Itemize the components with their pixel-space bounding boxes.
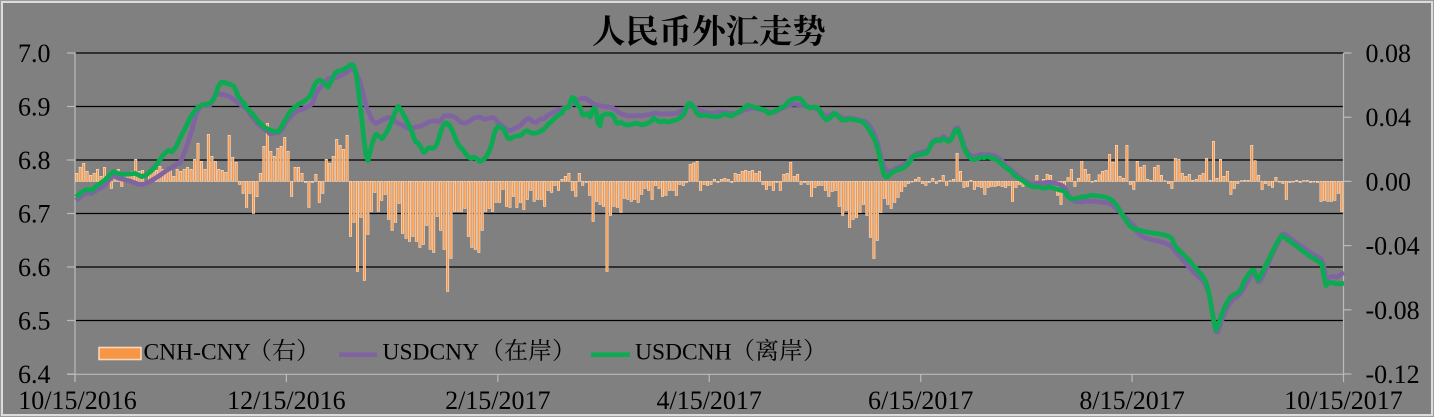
svg-text:-0.12: -0.12 — [1366, 360, 1420, 389]
svg-text:USDCNY: USDCNY — [383, 340, 480, 366]
svg-text:6.6: 6.6 — [18, 253, 51, 282]
svg-text:-0.08: -0.08 — [1366, 296, 1420, 325]
svg-text:USDCNH: USDCNH — [635, 340, 732, 366]
svg-text:10/15/2017: 10/15/2017 — [1284, 386, 1402, 415]
svg-text:6.4: 6.4 — [18, 360, 51, 389]
svg-text:7.0: 7.0 — [18, 39, 51, 68]
svg-text:-0.04: -0.04 — [1366, 232, 1420, 261]
svg-text:0.04: 0.04 — [1366, 103, 1412, 132]
svg-text:6.8: 6.8 — [18, 146, 51, 175]
svg-text:6.5: 6.5 — [18, 307, 51, 336]
svg-text:CNH-CNY: CNH-CNY — [144, 340, 251, 366]
svg-text:10/15/2016: 10/15/2016 — [18, 386, 136, 415]
svg-text:6.7: 6.7 — [18, 200, 51, 229]
svg-text:2/15/2017: 2/15/2017 — [445, 386, 550, 415]
svg-text:12/15/2016: 12/15/2016 — [227, 386, 345, 415]
svg-text:4/15/2017: 4/15/2017 — [656, 386, 761, 415]
svg-text:6.9: 6.9 — [18, 93, 51, 122]
svg-text:0.08: 0.08 — [1366, 39, 1412, 68]
svg-text:0.00: 0.00 — [1366, 167, 1412, 196]
svg-text:6/15/2017: 6/15/2017 — [868, 386, 973, 415]
svg-text:8/15/2017: 8/15/2017 — [1079, 386, 1184, 415]
